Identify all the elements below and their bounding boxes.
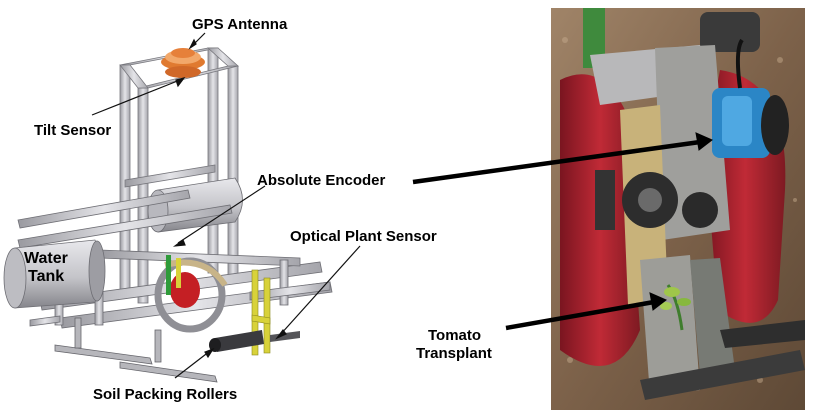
label-tomato-line2: Transplant [416, 345, 492, 362]
green-frame-bar [583, 8, 760, 68]
water-tank [3, 239, 106, 309]
leader-lines [91, 32, 361, 379]
label-water-tank-line1: Water [24, 250, 68, 267]
optical-plant-sensor-model [251, 269, 271, 356]
rollers-photo [640, 320, 805, 400]
soil-packing-rollers-model [209, 330, 300, 352]
label-gps-antenna: GPS Antenna [192, 16, 288, 33]
gps-antenna-model [161, 48, 205, 78]
encoder-photo [712, 38, 789, 158]
label-soil-packing-rollers: Soil Packing Rollers [93, 386, 238, 403]
planter-mechanism [590, 45, 735, 395]
label-optical-plant-sensor: Optical Plant Sensor [290, 228, 437, 245]
label-absolute-encoder: Absolute Encoder [257, 172, 386, 189]
cad-machine-drawing [3, 32, 361, 383]
tomato-transplant-photo [660, 284, 691, 331]
photo-callout-arrows [412, 132, 713, 331]
label-water-tank-line2: Tank [28, 268, 65, 285]
skid-runners [54, 317, 218, 383]
label-tomato-line1: Tomato [428, 327, 482, 344]
planter-wheel [154, 255, 228, 333]
label-tilt-sensor: Tilt Sensor [34, 122, 112, 139]
